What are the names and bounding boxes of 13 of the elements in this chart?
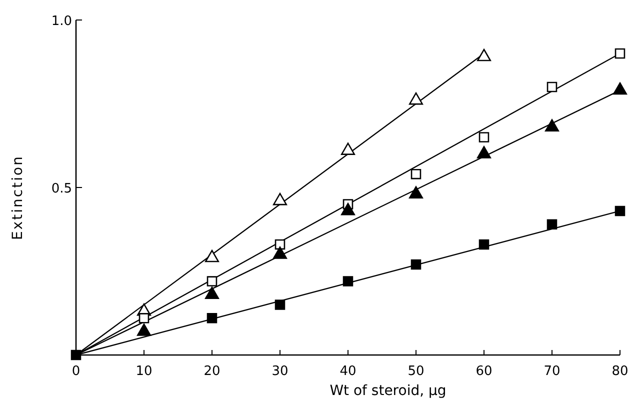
x-axis-title: Wt of steroid, µg [330,383,446,399]
x-tick-label: 30 [272,364,288,379]
x-tick-label: 10 [136,364,152,379]
x-tick-label: 40 [340,364,356,379]
x-tick-label: 50 [408,364,424,379]
y-tick-label: 1.0 [51,14,72,29]
x-tick-label: 60 [476,364,492,379]
x-tick-label: 80 [612,364,628,379]
y-axis-title: Extinction [10,155,26,240]
x-tick-label: 0 [72,364,80,379]
x-tick-label: 20 [204,364,220,379]
y-tick-label: 0.5 [51,182,72,196]
x-tick-label: 70 [544,364,560,379]
